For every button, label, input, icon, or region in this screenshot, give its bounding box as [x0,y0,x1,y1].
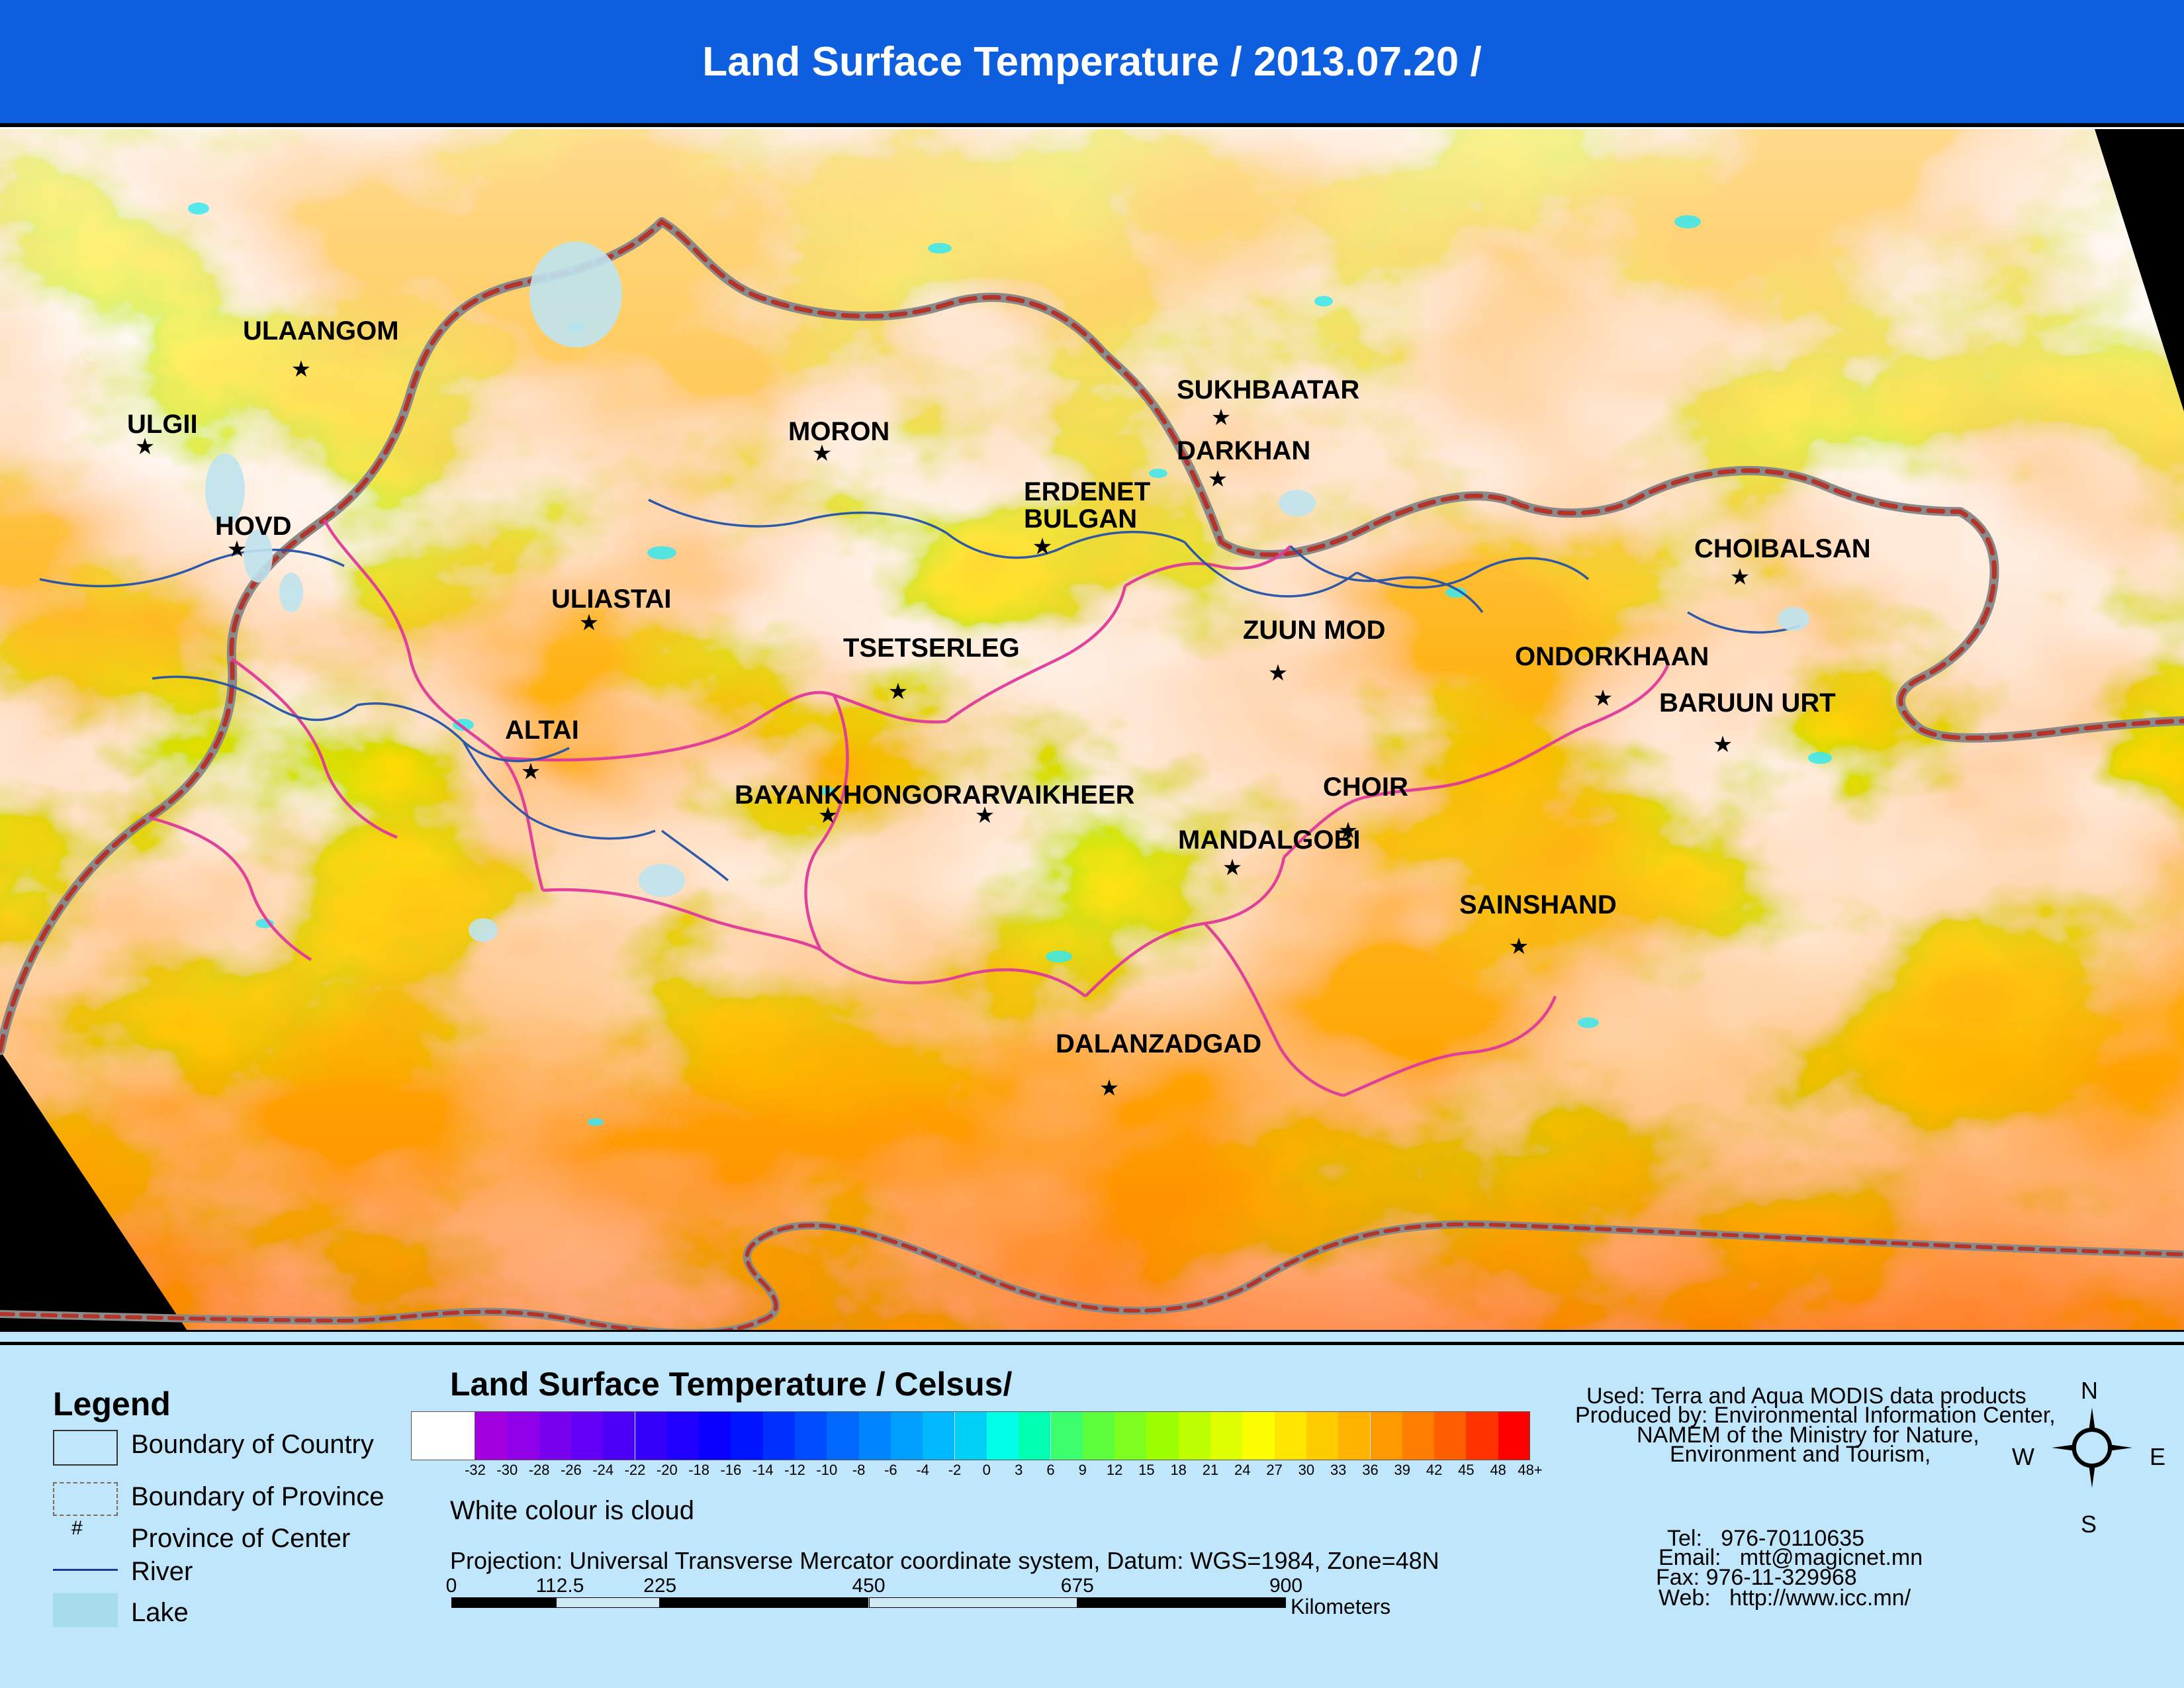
svg-text:★: ★ [579,610,599,635]
svg-text:CHOIR: CHOIR [1323,773,1408,802]
svg-text:DALANZADGAD: DALANZADGAD [1056,1029,1261,1058]
svg-text:★: ★ [227,537,247,562]
svg-text:BAYANKHONGORARVAIKHEER: BAYANKHONGORARVAIKHEER [735,780,1135,810]
svg-text:CHOIBALSAN: CHOIBALSAN [1694,534,1871,563]
svg-text:★: ★ [1211,405,1231,430]
svg-text:MORON: MORON [788,417,889,446]
svg-text:ZUUN MOD: ZUUN MOD [1243,616,1386,645]
svg-text:BARUUN URT: BARUUN URT [1659,688,1836,718]
svg-text:ALTAI: ALTAI [505,716,579,745]
svg-text:ULAANGOM: ULAANGOM [243,316,399,346]
svg-text:DARKHAN: DARKHAN [1177,436,1310,465]
svg-text:★: ★ [1509,934,1529,959]
svg-text:★: ★ [135,434,155,459]
svg-text:BULGAN: BULGAN [1024,504,1137,534]
svg-text:★: ★ [1032,534,1052,559]
svg-text:★: ★ [1713,732,1733,757]
svg-text:★: ★ [1208,467,1228,492]
svg-text:★: ★ [888,679,908,704]
svg-text:★: ★ [1268,661,1288,686]
svg-text:★: ★ [291,357,311,382]
svg-text:ULIASTAI: ULIASTAI [551,585,671,614]
svg-text:MANDALGOBI: MANDALGOBI [1178,825,1361,855]
svg-text:★: ★ [975,803,995,828]
svg-text:★: ★ [521,759,541,784]
svg-text:★: ★ [1730,565,1750,590]
svg-text:SUKHBAATAR: SUKHBAATAR [1177,375,1359,404]
svg-text:TSETSERLEG: TSETSERLEG [843,633,1020,663]
svg-text:ERDENET: ERDENET [1024,477,1150,506]
svg-text:SAINSHAND: SAINSHAND [1459,890,1617,919]
svg-text:★: ★ [818,803,838,828]
svg-text:★: ★ [812,441,832,466]
svg-text:★: ★ [1593,686,1613,711]
svg-text:★: ★ [1222,855,1242,880]
svg-text:★: ★ [1099,1076,1119,1101]
svg-text:ONDORKHAAN: ONDORKHAAN [1515,642,1709,671]
